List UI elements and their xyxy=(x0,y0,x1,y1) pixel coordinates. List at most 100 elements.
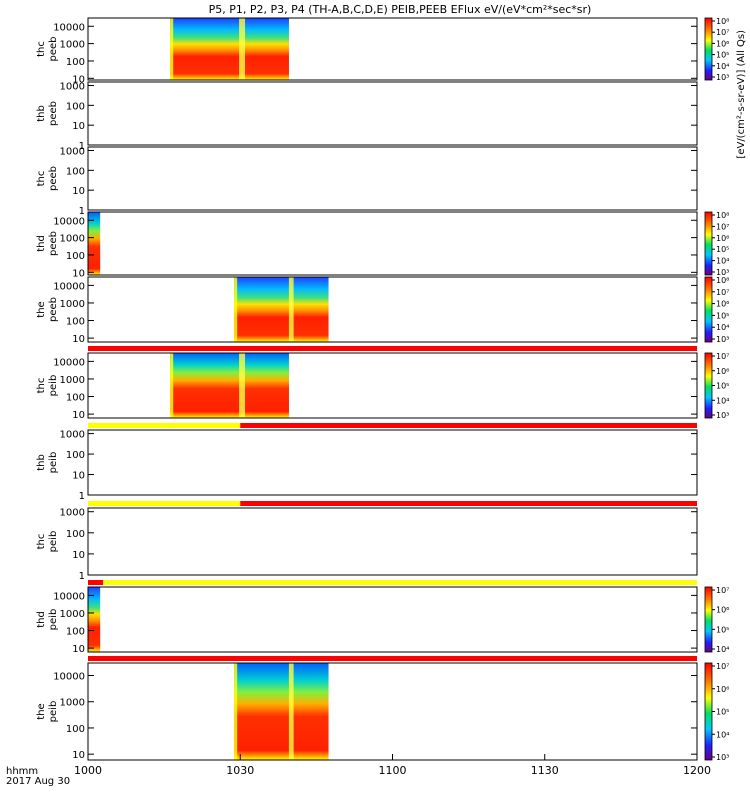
panel-frame xyxy=(87,586,698,653)
panel-label-probe: thd xyxy=(36,611,47,628)
y-tick-label: 10 xyxy=(72,750,85,761)
colorbar-tick-label: 10⁶ xyxy=(716,606,729,615)
panel-5: 10 100 1000 10000 thc peib 10³ 10⁴ 10⁵ 10⁶ 10⁷ xyxy=(36,346,729,421)
y-tick-label: 10000 xyxy=(53,281,85,292)
y-tick-label: 10 xyxy=(72,268,85,279)
panel-6: 1 10 100 1000 thb peib xyxy=(36,423,698,502)
spectrogram-feature xyxy=(288,663,294,760)
y-tick-label: 100 xyxy=(66,101,85,112)
panel-label-probe: the xyxy=(36,703,47,719)
y-tick-label: 10000 xyxy=(53,672,85,683)
x-tick-label: 1200 xyxy=(683,764,711,777)
panel-label-product: peeb xyxy=(48,297,59,322)
colorbar xyxy=(704,662,713,761)
y-tick-label: 100 xyxy=(66,317,85,328)
spectrogram-feature xyxy=(288,277,294,342)
colorbar-label: [eV/(cm²-s-sr-eV)] (All Qs) xyxy=(736,30,747,159)
y-tick-label: 1 xyxy=(79,206,85,217)
quality-flag-bar xyxy=(240,423,697,428)
panel-label-product: peeb xyxy=(48,166,59,191)
colorbar xyxy=(704,586,713,653)
x-tick-label: 1030 xyxy=(226,764,254,777)
chart-title: P5, P1, P2, P3, P4 (TH-A,B,C,D,E) PEIB,P… xyxy=(209,3,592,16)
colorbar-tick-label: 10⁴ xyxy=(716,257,729,266)
colorbar-tick-label: 10⁴ xyxy=(716,396,729,405)
quality-flag-bar xyxy=(88,423,241,428)
panel-3: 10 100 1000 10000 thd peeb 10³ 10⁴ 10⁵ 10⁶ 10⁷ 10⁸ xyxy=(36,211,729,279)
panel-frame xyxy=(87,429,698,496)
panel-label-probe: thc xyxy=(36,378,47,394)
y-tick-label: 1000 xyxy=(60,81,85,92)
colorbar-tick-label: 10³ xyxy=(716,73,729,82)
x-tick-label: 1100 xyxy=(379,764,407,777)
colorbar-tick-label: 10³ xyxy=(716,753,729,762)
colorbar-tick-label: 10⁵ xyxy=(716,311,729,320)
y-tick-label: 1000 xyxy=(60,299,85,310)
colorbar xyxy=(704,352,713,419)
colorbar-tick-label: 10⁶ xyxy=(716,300,729,309)
x-axis-date: 2017 Aug 30 xyxy=(6,776,70,787)
panel-label-product: peib xyxy=(48,609,59,631)
y-tick-label: 100 xyxy=(66,724,85,735)
colorbar-tick-label: 10⁶ xyxy=(716,234,729,243)
y-tick-label: 100 xyxy=(66,251,85,262)
panel-frame xyxy=(87,17,698,81)
spectrogram-data xyxy=(170,353,289,418)
y-tick-label: 10000 xyxy=(53,22,85,33)
spectrogram-data xyxy=(88,212,101,275)
y-tick-label: 100 xyxy=(66,529,85,540)
y-tick-label: 100 xyxy=(66,57,85,68)
y-tick-label: 10000 xyxy=(53,216,85,227)
colorbar-tick-label: 10⁷ xyxy=(716,586,729,595)
colorbar-tick-label: 10⁸ xyxy=(716,17,729,26)
panel-label-probe: thc xyxy=(36,171,47,187)
x-tick-label: 1130 xyxy=(531,764,559,777)
colorbar-tick-label: 10⁴ xyxy=(716,730,729,739)
panel-label-product: peib xyxy=(48,531,59,553)
spectrogram-edge xyxy=(234,277,238,342)
panel-label-probe: the xyxy=(36,301,47,317)
y-tick-label: 1000 xyxy=(60,146,85,157)
colorbar-tick-label: 10³ xyxy=(716,411,729,420)
quality-flag-bar xyxy=(88,580,104,585)
quality-flag-bar xyxy=(88,501,241,506)
y-tick-label: 100 xyxy=(66,627,85,638)
y-tick-label: 100 xyxy=(66,166,85,177)
colorbar-tick-label: 10⁷ xyxy=(716,288,729,297)
colorbar-tick-label: 10⁶ xyxy=(716,39,729,48)
y-tick-label: 10 xyxy=(72,74,85,85)
spectrogram-feature xyxy=(239,353,246,418)
colorbar-tick-label: 10⁵ xyxy=(716,708,729,717)
spectrogram-feature xyxy=(239,18,246,80)
panel-label-probe: thb xyxy=(36,454,47,471)
y-tick-label: 1 xyxy=(79,571,85,582)
panel-label-product: peib xyxy=(48,452,59,474)
panel-label-product: peeb xyxy=(48,231,59,256)
quality-flag-bar xyxy=(240,501,697,506)
y-tick-label: 1000 xyxy=(60,609,85,620)
panel-label-product: peeb xyxy=(48,37,59,62)
panel-0: 10 100 1000 10000 thc peeb 10³ 10⁴ 10⁵ 10⁶ 10⁷ 10⁸ xyxy=(36,17,729,85)
y-tick-label: 10 xyxy=(72,121,85,132)
y-tick-label: 1000 xyxy=(60,430,85,441)
colorbar-tick-label: 10⁷ xyxy=(716,28,729,37)
colorbar-tick-label: 10⁵ xyxy=(716,51,729,60)
colorbar-tick-label: 10⁵ xyxy=(716,382,729,391)
colorbar-tick-label: 10⁷ xyxy=(716,222,729,231)
colorbar xyxy=(704,211,713,276)
y-tick-label: 10 xyxy=(72,186,85,197)
colorbar xyxy=(704,17,713,81)
y-tick-label: 1000 xyxy=(60,234,85,245)
panel-frame xyxy=(87,276,698,343)
y-tick-label: 1 xyxy=(79,141,85,152)
colorbar-tick-label: 10⁸ xyxy=(716,276,729,285)
panel-frame xyxy=(87,352,698,419)
colorbar-tick-label: 10⁷ xyxy=(716,662,729,671)
y-tick-label: 10 xyxy=(72,471,85,482)
spectrogram-edge xyxy=(234,663,238,760)
spectrogram-data xyxy=(88,587,101,652)
panel-2: 1 10 100 1000 thc peeb xyxy=(36,146,698,217)
panel-frame xyxy=(87,662,698,761)
y-tick-label: 1000 xyxy=(60,375,85,386)
